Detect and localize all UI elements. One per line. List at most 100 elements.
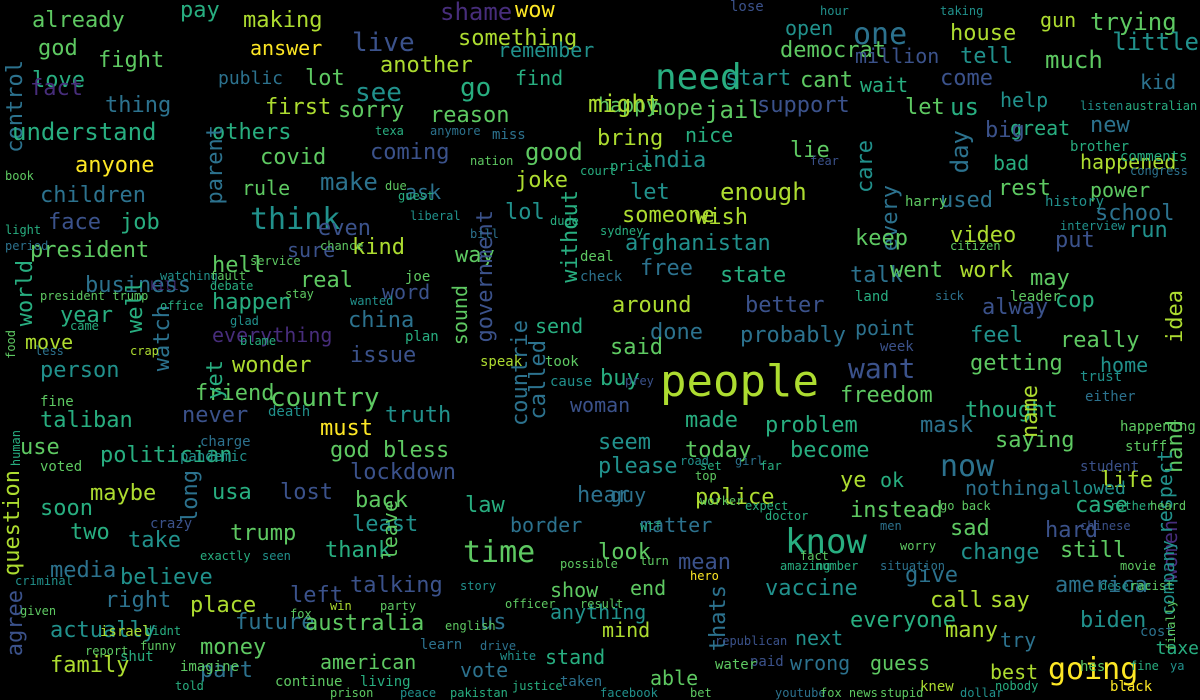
- cloud-word: call: [930, 588, 983, 613]
- cloud-word: usa: [212, 480, 252, 505]
- cloud-word: go back: [940, 499, 991, 513]
- cloud-word: children: [40, 183, 146, 208]
- cloud-word: agree: [3, 590, 28, 657]
- cloud-word: white: [500, 649, 537, 663]
- cloud-word: future: [235, 610, 315, 635]
- cloud-word: exactly: [200, 549, 251, 563]
- cloud-word: hear: [577, 483, 630, 508]
- cloud-word: real: [300, 268, 353, 293]
- cloud-word: due: [385, 179, 407, 193]
- cloud-word: might: [588, 90, 661, 118]
- cloud-word: rule: [242, 176, 291, 200]
- cloud-word: hope: [650, 96, 703, 121]
- cloud-word: change: [960, 540, 1040, 565]
- cloud-word: fight: [98, 48, 165, 73]
- cloud-word: covid: [260, 145, 327, 170]
- cloud-word: taliban: [40, 408, 133, 433]
- cloud-word: book: [5, 169, 34, 183]
- cloud-word: better: [745, 293, 825, 318]
- cloud-word: ok: [880, 468, 905, 492]
- cloud-word: given: [20, 604, 57, 618]
- cloud-word: place: [190, 593, 257, 618]
- cloud-word: problem: [765, 413, 858, 438]
- cloud-word: court: [580, 164, 617, 178]
- cloud-word: name: [1018, 385, 1043, 438]
- cloud-word: fact: [800, 549, 829, 563]
- cloud-word: australia: [305, 611, 425, 636]
- cloud-word: citizen: [950, 239, 1001, 253]
- cloud-word: shame: [440, 0, 513, 26]
- cloud-word: trust: [1080, 369, 1123, 385]
- cloud-word: kill: [150, 279, 179, 293]
- cloud-word: rest: [998, 176, 1051, 201]
- cloud-word: sydney: [600, 224, 644, 238]
- cloud-word: wonder: [232, 353, 312, 378]
- cloud-word: period: [5, 239, 49, 253]
- cloud-word: saying: [995, 428, 1075, 453]
- cloud-word: water: [715, 657, 758, 673]
- cloud-word: done: [650, 320, 703, 345]
- cloud-word: ask: [405, 180, 442, 204]
- cloud-word: instead: [850, 498, 943, 523]
- cloud-word: sorry: [338, 98, 405, 123]
- cloud-word: paid: [750, 654, 784, 670]
- cloud-word: sound: [448, 285, 472, 346]
- cloud-word: matter: [640, 513, 713, 537]
- cloud-word: business: [85, 273, 191, 298]
- cloud-word: plan: [405, 329, 439, 345]
- cloud-word: talking: [350, 573, 443, 598]
- cloud-word: glad: [230, 314, 259, 328]
- cloud-word: become: [790, 438, 870, 463]
- cloud-word: money: [200, 635, 267, 660]
- cloud-word: possible: [560, 557, 618, 571]
- cloud-word: someone: [622, 203, 715, 228]
- cloud-word: number: [815, 559, 859, 573]
- cloud-word: top: [695, 469, 717, 483]
- cloud-word: life: [1100, 468, 1153, 493]
- cloud-word: question: [0, 470, 25, 576]
- cloud-word: vaccine: [765, 576, 858, 601]
- cloud-word: kid: [1140, 70, 1177, 94]
- cloud-word: back: [355, 488, 408, 513]
- cloud-word: anyone: [75, 153, 155, 178]
- cloud-word: win: [330, 599, 352, 613]
- cloud-word: service: [250, 254, 301, 268]
- cloud-word: first: [265, 95, 332, 120]
- cloud-word: prison: [330, 686, 374, 700]
- cloud-word: vote: [460, 658, 509, 682]
- cloud-word: us: [480, 610, 507, 635]
- cloud-word: told: [175, 679, 204, 693]
- cloud-word: republican: [715, 634, 788, 648]
- cloud-word: joke: [515, 168, 568, 193]
- cloud-word: fine: [1130, 659, 1159, 673]
- cloud-word: keep: [855, 226, 908, 251]
- cloud-word: live: [352, 28, 415, 58]
- cloud-word: now: [940, 449, 995, 484]
- cloud-word: great: [1010, 116, 1071, 140]
- cloud-word: enough: [720, 178, 807, 206]
- cloud-word: cant: [800, 68, 853, 93]
- cloud-word: crazy: [150, 516, 193, 532]
- cloud-word: either: [1085, 389, 1136, 405]
- cloud-word: interview: [1060, 219, 1126, 233]
- cloud-word: taxe: [1155, 638, 1199, 659]
- cloud-word: fox news: [820, 686, 878, 700]
- cloud-word: fox: [290, 607, 312, 621]
- cloud-word: freedom: [840, 383, 933, 408]
- cloud-word: pakistan: [450, 686, 508, 700]
- cloud-word: try: [1000, 628, 1037, 652]
- cloud-word: leader: [1010, 289, 1061, 305]
- cloud-word: president: [30, 238, 150, 263]
- cloud-word: nothing: [965, 476, 1050, 500]
- cloud-word: coming: [370, 140, 450, 165]
- cloud-word: believe: [120, 565, 213, 590]
- cloud-word: day: [946, 130, 974, 174]
- cloud-word: prey: [625, 374, 654, 388]
- cloud-word: law: [465, 493, 505, 518]
- cloud-word: let: [630, 180, 670, 205]
- cloud-word: lol: [505, 200, 545, 225]
- cloud-word: open: [785, 16, 834, 40]
- cloud-word: thing: [105, 93, 172, 118]
- cloud-word: democrat: [780, 38, 886, 63]
- cloud-word: year: [60, 303, 113, 328]
